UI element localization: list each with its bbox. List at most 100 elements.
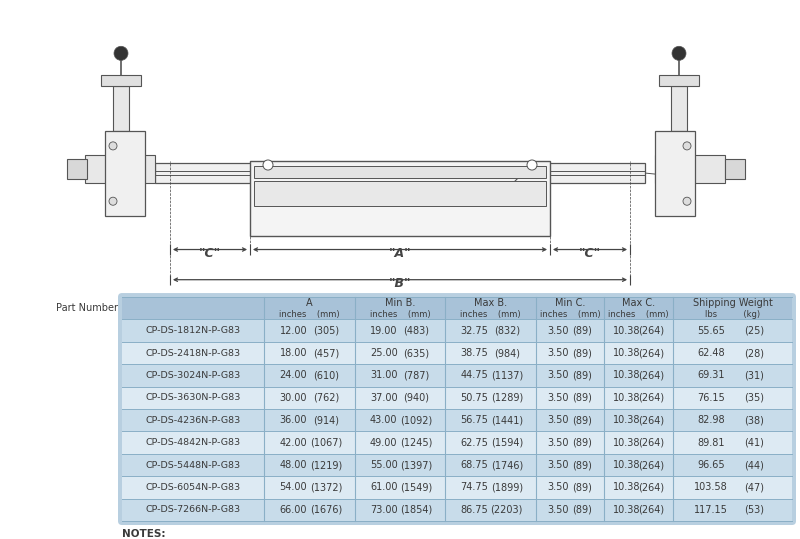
Bar (725, 159, 745, 179)
Text: (264): (264) (638, 460, 664, 470)
Text: "C": "C" (579, 246, 601, 260)
Text: 10.38: 10.38 (613, 393, 640, 403)
Bar (655, 155, 725, 183)
Bar (105, 131, 145, 216)
Text: Min B.: Min B. (385, 298, 415, 308)
Text: (787): (787) (403, 370, 430, 381)
Text: (31): (31) (744, 370, 764, 381)
Text: (457): (457) (313, 348, 339, 358)
Text: (762): (762) (313, 393, 339, 403)
Text: (305): (305) (313, 326, 339, 336)
Text: A: A (306, 298, 313, 308)
Text: Shipping Weight: Shipping Weight (693, 298, 773, 308)
Text: 3.50: 3.50 (547, 326, 569, 336)
Text: 82.98: 82.98 (698, 415, 725, 425)
Text: (89): (89) (573, 393, 592, 403)
Text: CP-DS-4236N-P-G83: CP-DS-4236N-P-G83 (146, 416, 241, 425)
Text: (53): (53) (744, 505, 764, 515)
Text: (264): (264) (638, 326, 664, 336)
Text: 76.15: 76.15 (698, 393, 725, 403)
Text: (832): (832) (494, 326, 520, 336)
Text: NOTES:: NOTES: (122, 529, 166, 539)
Text: 86.75: 86.75 (460, 505, 488, 515)
Bar (659, 75, 699, 86)
Circle shape (672, 46, 686, 60)
Text: 103.58: 103.58 (694, 482, 728, 493)
Text: 49.00: 49.00 (370, 438, 398, 447)
Bar (250, 161, 550, 237)
Text: 10.38: 10.38 (613, 415, 640, 425)
Text: 66.00: 66.00 (279, 505, 307, 515)
Text: 3.50: 3.50 (547, 438, 569, 447)
Text: 10.38: 10.38 (613, 326, 640, 336)
Bar (122, 409, 792, 431)
Bar (122, 499, 792, 521)
Bar (254, 181, 546, 206)
Text: 62.75: 62.75 (460, 438, 488, 447)
Text: 42.00: 42.00 (279, 438, 307, 447)
Text: 73.00: 73.00 (370, 505, 398, 515)
Bar (101, 75, 141, 86)
Text: (635): (635) (403, 348, 430, 358)
Text: 3.50: 3.50 (547, 482, 569, 493)
Text: (25): (25) (744, 326, 764, 336)
Text: (1899): (1899) (490, 482, 523, 493)
Text: (89): (89) (573, 348, 592, 358)
Text: CP-DS-3024N-P-G83: CP-DS-3024N-P-G83 (146, 371, 241, 380)
Text: 10.38: 10.38 (613, 370, 640, 381)
Circle shape (527, 160, 537, 170)
Bar (122, 454, 792, 476)
Text: 3.50: 3.50 (547, 505, 569, 515)
Bar (655, 131, 695, 216)
Text: (1289): (1289) (490, 393, 523, 403)
Text: 117.15: 117.15 (694, 505, 728, 515)
Text: (1746): (1746) (490, 460, 523, 470)
Text: 38.75: 38.75 (460, 348, 488, 358)
Bar (67, 159, 87, 179)
Text: (264): (264) (638, 482, 664, 493)
Text: (1441): (1441) (490, 415, 523, 425)
Bar (122, 320, 792, 342)
Text: 89.81: 89.81 (698, 438, 725, 447)
Text: Max B.: Max B. (474, 298, 507, 308)
Text: 19.00: 19.00 (370, 326, 398, 336)
Text: CP-DS-2418N-P-G83: CP-DS-2418N-P-G83 (146, 349, 241, 357)
Text: (914): (914) (313, 415, 339, 425)
Text: (89): (89) (573, 482, 592, 493)
Text: (1372): (1372) (310, 482, 342, 493)
Text: 61.00: 61.00 (370, 482, 398, 493)
Text: "C": "C" (199, 246, 221, 260)
Bar (122, 342, 792, 364)
Text: CP-DS-6054N-P-G83: CP-DS-6054N-P-G83 (146, 483, 241, 492)
Text: (41): (41) (744, 438, 764, 447)
Text: 25.00: 25.00 (370, 348, 398, 358)
Text: (483): (483) (403, 326, 430, 336)
Text: inches    (mm): inches (mm) (279, 310, 340, 319)
Text: inches    (mm): inches (mm) (370, 310, 430, 319)
Text: 10.38: 10.38 (613, 482, 640, 493)
Text: 10.38: 10.38 (613, 348, 640, 358)
Text: "B": "B" (389, 277, 411, 290)
Bar (113, 86, 129, 131)
Text: CP-DS-7266N-P-G83: CP-DS-7266N-P-G83 (146, 505, 241, 514)
Text: Min C.: Min C. (555, 298, 586, 308)
Text: (1854): (1854) (400, 505, 433, 515)
Text: 74.75: 74.75 (460, 482, 488, 493)
Text: 10.38: 10.38 (613, 438, 640, 447)
Text: 96.65: 96.65 (698, 460, 725, 470)
Text: 54.00: 54.00 (279, 482, 307, 493)
Text: (38): (38) (744, 415, 764, 425)
Text: CP-DS-1812N-P-G83: CP-DS-1812N-P-G83 (146, 326, 241, 335)
Bar (122, 431, 792, 454)
Text: 62.48: 62.48 (698, 348, 725, 358)
Text: 3.50: 3.50 (547, 393, 569, 403)
Text: (1137): (1137) (490, 370, 523, 381)
Text: 37.00: 37.00 (370, 393, 398, 403)
Text: 48.00: 48.00 (279, 460, 307, 470)
Bar (122, 297, 792, 320)
Text: (264): (264) (638, 393, 664, 403)
Text: (264): (264) (638, 505, 664, 515)
Text: lbs          (kg): lbs (kg) (705, 310, 760, 319)
Text: (1219): (1219) (310, 460, 342, 470)
Circle shape (114, 46, 128, 60)
